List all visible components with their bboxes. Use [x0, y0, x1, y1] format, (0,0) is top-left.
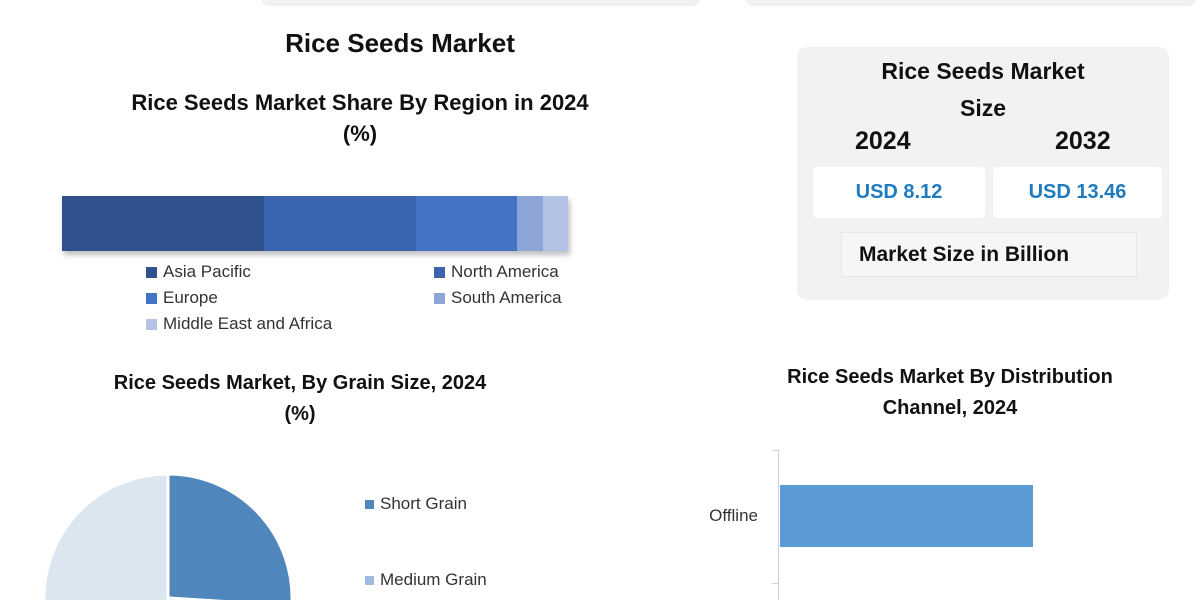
pie-slice-long-grain — [42, 472, 171, 600]
region-bar-segment-asia-pacific — [62, 196, 265, 251]
region-bar-segment-europe — [416, 196, 518, 251]
distribution-chart-title: Rice Seeds Market By Distribution Channe… — [700, 362, 1200, 424]
legend-label: Short Grain — [380, 494, 467, 513]
region-legend-item: Europe — [146, 288, 218, 308]
year-2032-label: 2032 — [1055, 127, 1111, 155]
pie-slice-short-grain — [166, 472, 294, 600]
market-size-title: Rice Seeds Market Size — [797, 53, 1169, 127]
legend-label: Medium Grain — [380, 570, 487, 589]
region-bar-segment-middle-east-and-africa — [542, 196, 568, 251]
legend-swatch-icon — [434, 292, 445, 304]
legend-swatch-icon — [146, 292, 157, 304]
market-size-unit-label: Market Size in Billion — [841, 232, 1137, 277]
distribution-chart-title-line1: Rice Seeds Market By Distribution — [787, 366, 1113, 388]
region-chart-title-line1: Rice Seeds Market Share By Region in 202… — [131, 90, 589, 115]
grain-pie-chart — [42, 472, 294, 600]
distribution-bar-offline — [780, 485, 1033, 547]
year-2024-label: 2024 — [855, 127, 911, 155]
legend-label: South America — [451, 288, 562, 307]
region-legend-item: Asia Pacific — [146, 262, 251, 282]
distribution-axis-tick — [772, 583, 779, 584]
legend-label: Asia Pacific — [163, 262, 251, 281]
region-legend-item: Middle East and Africa — [146, 314, 332, 334]
grain-chart-title: Rice Seeds Market, By Grain Size, 2024 (… — [40, 368, 560, 430]
region-chart-title-line2: (%) — [342, 120, 378, 146]
region-stacked-bar — [62, 196, 568, 251]
top-panel-right — [746, 0, 1196, 4]
legend-swatch-icon — [146, 266, 157, 278]
top-panel-left — [262, 0, 700, 4]
region-legend-item: South America — [434, 288, 562, 308]
legend-label: Middle East and Africa — [163, 314, 333, 333]
region-legend-item: North America — [434, 262, 559, 282]
region-chart-title: Rice Seeds Market Share By Region in 202… — [60, 88, 660, 150]
legend-swatch-icon — [146, 318, 157, 330]
distribution-label-offline: Offline — [709, 506, 758, 525]
legend-label: Europe — [163, 288, 218, 307]
distribution-y-axis — [778, 450, 779, 600]
legend-swatch-icon — [365, 499, 374, 509]
region-bar-segment-north-america — [264, 196, 417, 251]
grain-legend-item: Short Grain — [365, 494, 467, 514]
legend-swatch-icon — [365, 575, 374, 585]
value-2032: USD 13.46 — [993, 167, 1162, 218]
distribution-axis-tick — [772, 450, 779, 451]
page-title: Rice Seeds Market — [285, 28, 515, 58]
market-size-card: Rice Seeds Market Size 2024 2032 USD 8.1… — [797, 47, 1169, 300]
legend-swatch-icon — [434, 266, 445, 278]
legend-label: North America — [451, 262, 559, 281]
value-2024: USD 8.12 — [813, 167, 985, 218]
region-bar-segment-south-america — [517, 196, 543, 251]
grain-chart-title-line1: Rice Seeds Market, By Grain Size, 2024 — [113, 372, 487, 394]
market-size-title-line1: Rice Seeds Market — [881, 58, 1085, 84]
grain-chart-title-line2: (%) — [284, 403, 316, 425]
market-size-title-line2: Size — [959, 94, 1007, 121]
grain-legend-item: Medium Grain — [365, 570, 487, 590]
distribution-chart-title-line2: Channel, 2024 — [882, 397, 1018, 419]
